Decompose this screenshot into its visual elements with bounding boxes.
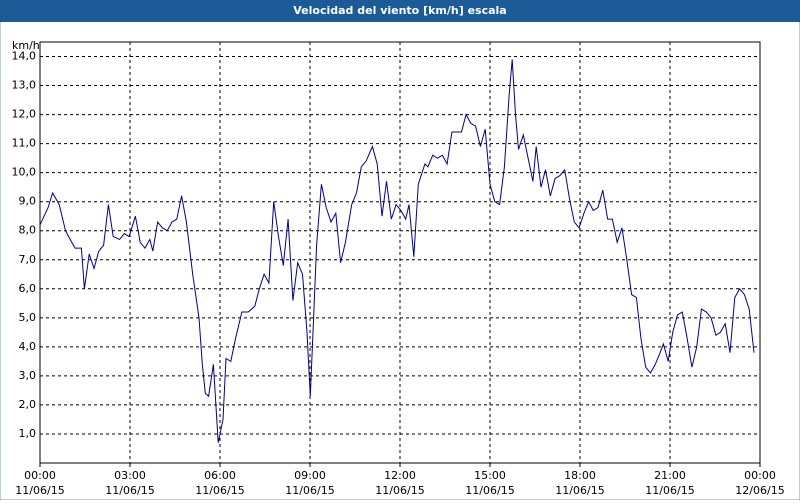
- x-tick-label: 18:00: [564, 469, 596, 482]
- y-tick-label: 9,0: [19, 195, 37, 208]
- y-tick-label: 11,0: [12, 137, 37, 150]
- x-tick-label: 15:00: [474, 469, 506, 482]
- y-tick-label: 8,0: [19, 224, 37, 237]
- plot-frame: [39, 41, 761, 464]
- x-tick-label: 09:00: [294, 469, 326, 482]
- y-tick-label: 1,0: [19, 427, 37, 440]
- x-tick-date: 11/06/15: [285, 484, 334, 497]
- y-tick-label: 3,0: [19, 369, 37, 382]
- y-tick-label: 13,0: [12, 79, 37, 92]
- y-axis-label: km/h: [12, 39, 40, 52]
- y-tick-label: 7,0: [19, 253, 37, 266]
- x-tick-label: 03:00: [114, 469, 146, 482]
- y-tick-label: 12,0: [12, 108, 37, 121]
- y-tick-label: 2,0: [19, 398, 37, 411]
- x-tick-date: 11/06/15: [15, 484, 64, 497]
- y-tick-label: 4,0: [19, 340, 37, 353]
- x-tick-label: 21:00: [654, 469, 686, 482]
- x-tick-date: 11/06/15: [645, 484, 694, 497]
- data-line: [39, 59, 755, 443]
- x-tick-date: 11/06/15: [375, 484, 424, 497]
- x-tick-label: 06:00: [204, 469, 236, 482]
- x-tick-label: 00:00: [744, 469, 776, 482]
- x-tick-date: 11/06/15: [105, 484, 154, 497]
- x-tick-date: 11/06/15: [555, 484, 604, 497]
- title-bar: [0, 0, 800, 22]
- y-tick-label: 6,0: [19, 282, 37, 295]
- x-tick-label: 00:00: [24, 469, 56, 482]
- x-tick-date: 12/06/15: [735, 484, 784, 497]
- y-tick-label: 5,0: [19, 311, 37, 324]
- x-tick-date: 11/06/15: [465, 484, 514, 497]
- x-tick-date: 11/06/15: [195, 484, 244, 497]
- y-tick-label: 14,0: [12, 50, 37, 63]
- chart-title: Velocidad del viento [km/h] escala: [293, 4, 506, 17]
- x-tick-label: 12:00: [384, 469, 416, 482]
- y-tick-label: 10,0: [12, 166, 37, 179]
